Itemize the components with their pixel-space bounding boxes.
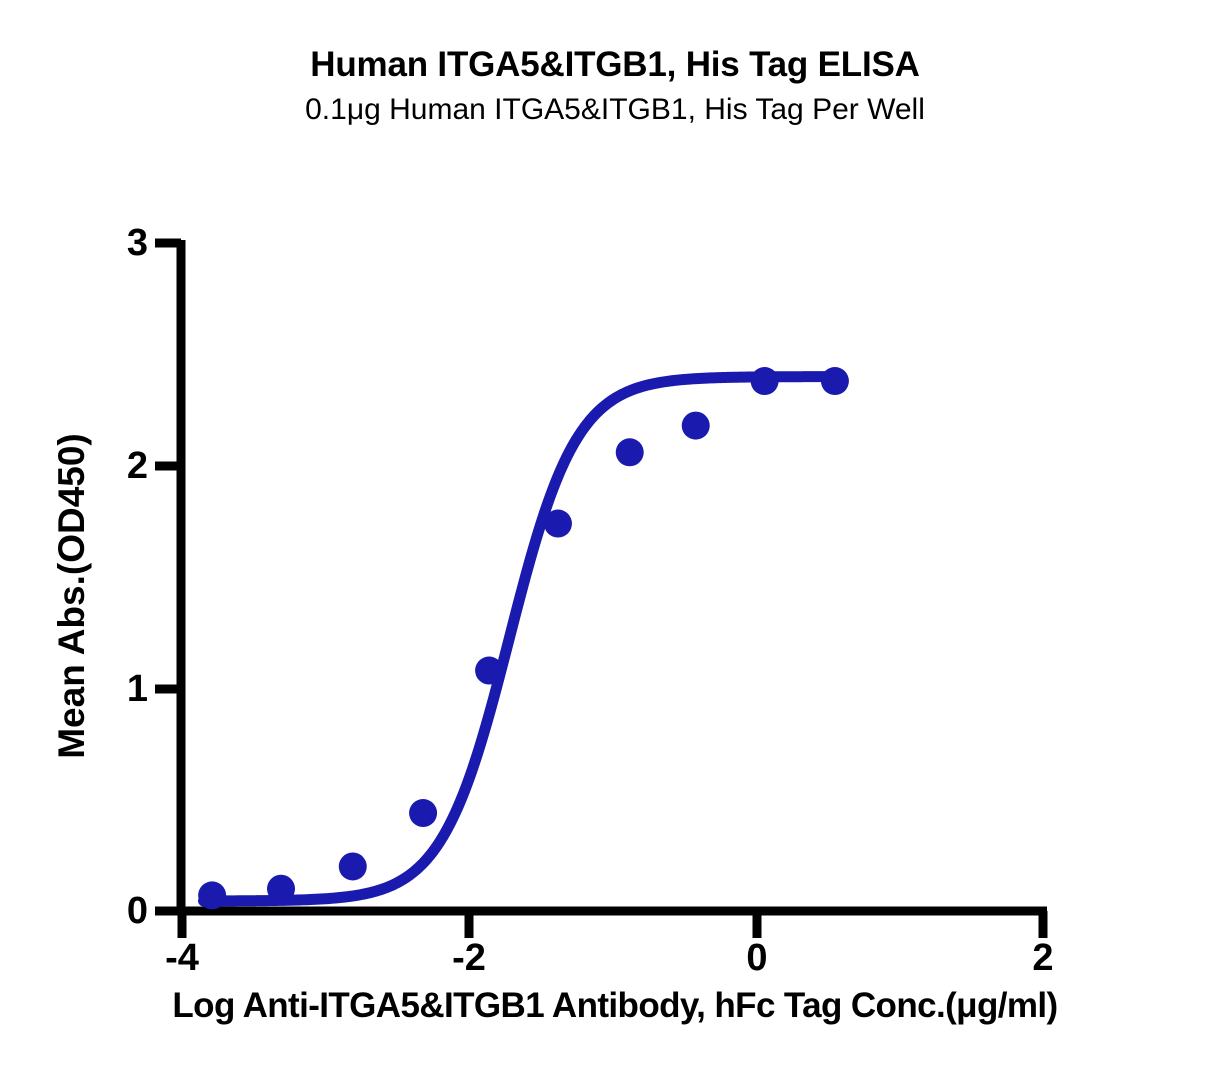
fitted-curve xyxy=(198,371,844,907)
data-point-group xyxy=(198,367,849,910)
data-point xyxy=(475,656,504,685)
x-tick-label-minus2: -2 xyxy=(452,937,486,979)
x-tick-label-2: 2 xyxy=(1032,937,1054,979)
data-point xyxy=(820,367,849,396)
x-tick-label-0: 0 xyxy=(746,937,768,979)
data-point xyxy=(409,799,438,828)
data-point xyxy=(615,438,644,467)
y-tick-label-2: 2 xyxy=(126,445,148,487)
y-tick-label-1: 1 xyxy=(126,668,148,710)
data-point xyxy=(750,367,779,396)
x-axis-label: Log Anti-ITGA5&ITGB1 Antibody, hFc Tag C… xyxy=(172,986,1058,1025)
y-tick-label-3: 3 xyxy=(126,222,148,264)
data-point xyxy=(338,852,367,881)
title-block: Human ITGA5&ITGB1, His Tag ELISA 0.1μg H… xyxy=(0,44,1230,130)
x-tick-label-minus4: -4 xyxy=(165,937,199,979)
chart-subtitle: 0.1μg Human ITGA5&ITGB1, His Tag Per Wel… xyxy=(305,93,925,126)
chart-title: Human ITGA5&ITGB1, His Tag ELISA xyxy=(310,45,920,84)
y-axis-label: Mean Abs.(OD450) xyxy=(51,433,92,759)
data-point xyxy=(543,509,572,538)
data-point xyxy=(681,411,710,440)
data-point xyxy=(198,881,227,910)
data-point xyxy=(267,874,296,903)
y-tick-label-0: 0 xyxy=(126,890,148,932)
